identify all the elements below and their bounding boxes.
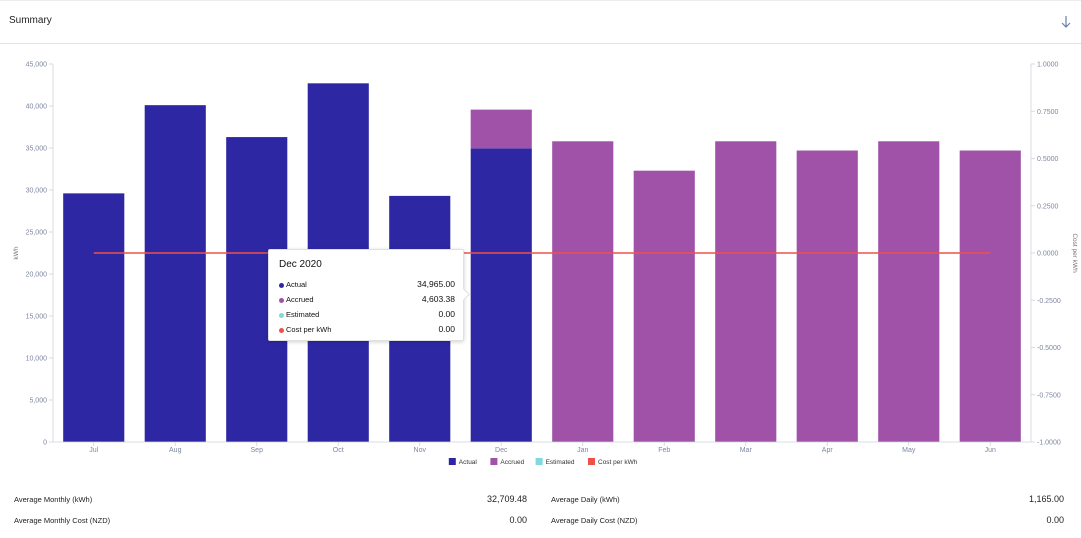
tooltip-title: Dec 2020 — [279, 259, 322, 270]
legend-label: Accrued — [500, 459, 524, 466]
avg-monthly-cost-label: Average Monthly Cost (NZD) — [14, 516, 111, 525]
tooltip-dot — [279, 328, 284, 333]
legend-label: Actual — [459, 459, 478, 466]
tooltip-row-cost: Cost per kWh 0.00 — [279, 324, 455, 337]
legend-item-cost-per-kwh[interactable]: Cost per kWh — [588, 458, 638, 466]
bar-accrued-mar — [715, 141, 777, 442]
y-tick-label: 30,000 — [26, 188, 48, 195]
tooltip-label: Estimated — [286, 310, 320, 319]
tooltip-row-estimated: Estimated 0.00 — [279, 309, 455, 322]
bar-accrued-feb — [633, 170, 695, 442]
legend-item-accrued[interactable]: Accrued — [490, 458, 525, 466]
bar-accrued-apr — [796, 150, 858, 442]
legend-swatch — [448, 458, 456, 465]
bar-accrued-may — [878, 141, 940, 442]
avg-monthly-kwh-label: Average Monthly (kWh) — [14, 495, 93, 504]
y-right-tick-label: -0.2500 — [1037, 298, 1061, 305]
y-right-tick-label: 0.7500 — [1037, 109, 1059, 116]
y-right-tick-label: -0.5000 — [1037, 345, 1061, 352]
avg-daily-cost-value: 0.00 — [1046, 515, 1064, 525]
y-tick-label: 15,000 — [26, 314, 48, 321]
y-right-tick-label: -1.0000 — [1037, 440, 1061, 447]
x-tick-label: Dec — [495, 447, 508, 454]
summary-header: Summary — [0, 0, 1081, 44]
tooltip-label: Actual — [286, 280, 307, 289]
legend-swatch — [535, 458, 543, 465]
bar-actual-dec — [470, 148, 532, 442]
x-tick-label: Mar — [740, 447, 753, 454]
bar-accrued-jun — [959, 150, 1021, 442]
tooltip-label: Cost per kWh — [286, 325, 332, 334]
tooltip-value: 0.00 — [438, 324, 455, 334]
page-title: Summary — [9, 15, 52, 26]
legend-swatch — [588, 458, 595, 465]
x-tick-label: Sep — [251, 447, 264, 454]
y-right-tick-label: 0.2500 — [1037, 203, 1059, 210]
x-tick-label: May — [902, 447, 916, 454]
bar-actual-jul — [63, 193, 125, 442]
arrow-down-icon[interactable] — [1059, 14, 1073, 30]
y-right-tick-label: 1.0000 — [1037, 62, 1059, 69]
bar-accrued-dec — [470, 109, 532, 149]
y-axis-right-title: Cost per kWh — [1071, 233, 1078, 273]
tooltip-value: 0.00 — [438, 309, 455, 319]
x-tick-label: Jun — [985, 447, 996, 454]
tooltip-row-actual: Actual 34,965.00 — [279, 279, 455, 292]
legend-item-estimated[interactable]: Estimated — [535, 458, 575, 466]
legend-swatch — [490, 458, 498, 465]
y-tick-label: 20,000 — [26, 272, 48, 279]
avg-daily-cost-label: Average Daily Cost (NZD) — [551, 516, 638, 525]
y-tick-label: 5,000 — [29, 398, 47, 405]
y-right-tick-label: 0.5000 — [1037, 156, 1059, 163]
tooltip-dot — [279, 313, 284, 318]
tooltip-value: 34,965.00 — [417, 279, 455, 289]
y-axis-title: kWh — [13, 246, 20, 259]
bar-accrued-jan — [552, 141, 614, 442]
tooltip-dot — [279, 298, 284, 303]
y-tick-label: 0 — [43, 440, 47, 447]
bar-actual-aug — [144, 105, 206, 442]
summary-stats: Average Monthly (kWh) 32,709.48 Average … — [0, 485, 1081, 538]
y-right-tick-label: 0.0000 — [1037, 251, 1059, 258]
tooltip-row-accrued: Accrued 4,603.38 — [279, 294, 455, 307]
y-tick-label: 35,000 — [26, 146, 48, 153]
tooltip-value: 4,603.38 — [421, 294, 455, 304]
x-tick-label: Jan — [577, 447, 588, 454]
tooltip-label: Accrued — [286, 295, 314, 304]
x-tick-label: Oct — [333, 447, 344, 454]
y-tick-label: 40,000 — [26, 104, 48, 111]
tooltip-dot — [279, 283, 284, 288]
x-tick-label: Feb — [658, 447, 670, 454]
legend-label: Estimated — [546, 459, 575, 466]
avg-monthly-cost-value: 0.00 — [509, 515, 527, 525]
x-tick-label: Jul — [89, 447, 98, 454]
y-tick-label: 25,000 — [26, 230, 48, 237]
legend-item-actual[interactable]: Actual — [448, 458, 478, 466]
energy-chart: 0 5,000 10,000 15,000 20,000 25,000 30,000 35,0… — [13, 62, 1078, 467]
tooltip: Dec 2020 Actual 34,965.00 Accrued 4,603.… — [268, 249, 470, 341]
avg-daily-kwh-value: 1,165.00 — [1028, 494, 1064, 504]
legend-label: Cost per kWh — [598, 459, 638, 466]
avg-monthly-kwh-value: 32,709.48 — [486, 494, 527, 504]
avg-daily-kwh-label: Average Daily (kWh) — [551, 495, 620, 504]
x-tick-label: Apr — [822, 447, 834, 454]
y-tick-label: 45,000 — [26, 62, 48, 69]
y-tick-label: 10,000 — [26, 356, 48, 363]
x-tick-label: Nov — [414, 447, 427, 454]
y-right-tick-label: -0.7500 — [1037, 392, 1061, 399]
x-tick-label: Aug — [169, 447, 182, 454]
